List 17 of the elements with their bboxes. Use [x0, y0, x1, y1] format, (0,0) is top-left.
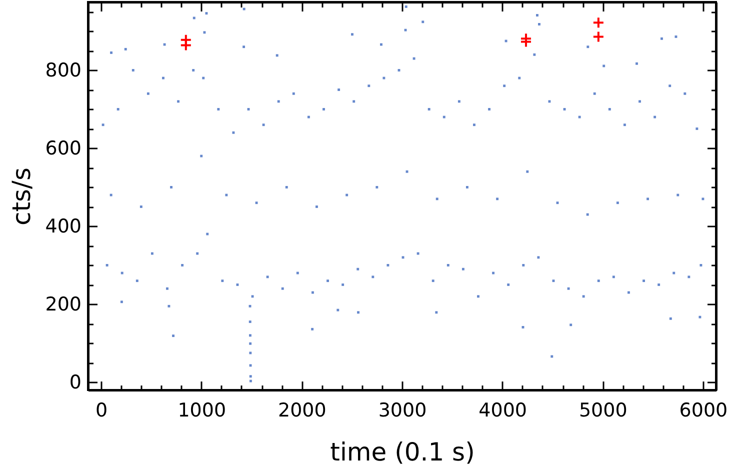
y-tick-label: 400 [45, 216, 82, 238]
x-tick-label: 0 [95, 400, 108, 422]
point [592, 30, 604, 43]
x-axis-title: time (0.1 s) [330, 438, 475, 466]
x-tick-label: 3000 [378, 400, 427, 422]
x-tick-label: 5000 [578, 400, 628, 422]
x-tick-label: 4000 [478, 400, 527, 422]
y-tick-label: 0 [69, 372, 82, 394]
y-tick-label: 600 [45, 138, 82, 160]
x-tick-label: 6000 [679, 400, 728, 422]
x-tick-label: 1000 [178, 400, 226, 422]
point [180, 39, 192, 52]
y-axis-title: cts/s [7, 167, 36, 226]
y-tick-label: 800 [45, 60, 82, 82]
x-tick-label: 2000 [278, 400, 326, 422]
y-tick-label: 200 [45, 294, 82, 316]
point [592, 16, 604, 29]
